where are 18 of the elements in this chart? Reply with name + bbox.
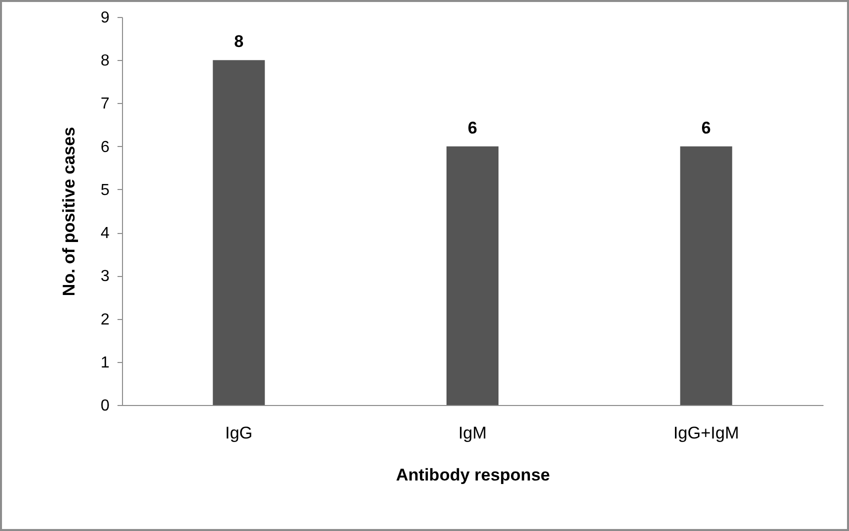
y-tick-label: 7 xyxy=(100,96,110,113)
x-tick-label: IgG xyxy=(225,424,253,442)
y-tick-label: 4 xyxy=(100,225,110,242)
data-label: 8 xyxy=(234,32,244,52)
y-tick-label: 3 xyxy=(100,268,110,286)
y-tick-label: 8 xyxy=(100,52,110,70)
x-axis-title: Antibody response xyxy=(396,466,550,484)
x-tick-label: IgM xyxy=(458,424,487,442)
y-tick-label: 0 xyxy=(100,398,110,414)
y-axis-title: No. of positive cases xyxy=(60,126,79,296)
y-tick-label: 5 xyxy=(100,182,110,199)
data-label: 6 xyxy=(468,118,478,138)
y-tick-label: 2 xyxy=(100,311,110,328)
y-tick-label: 1 xyxy=(100,354,110,372)
data-label: 6 xyxy=(701,118,711,138)
y-tick-label: 6 xyxy=(100,138,110,156)
x-tick-label: IgG+IgM xyxy=(673,424,740,442)
y-tick-label: 9 xyxy=(100,10,110,26)
